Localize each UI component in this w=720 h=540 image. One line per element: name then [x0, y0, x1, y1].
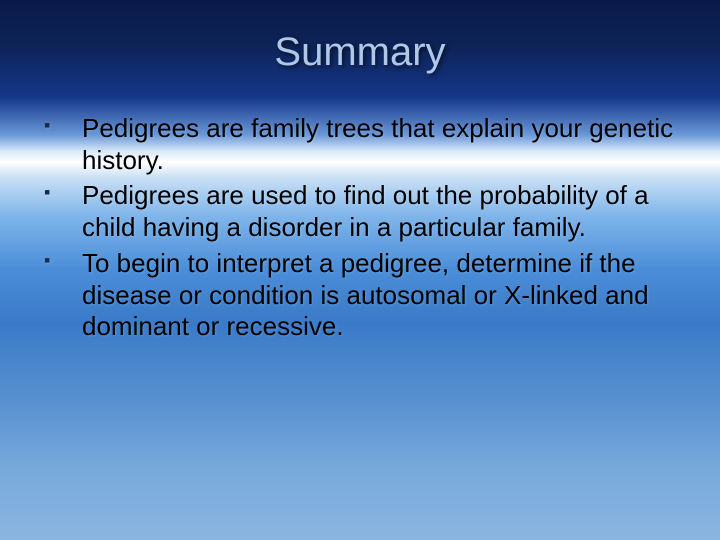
bullet-text: Pedigrees are used to find out the proba… — [82, 180, 649, 242]
slide-summary: Summary Pedigrees are family trees that … — [0, 0, 720, 540]
bullet-item: Pedigrees are used to find out the proba… — [40, 180, 680, 243]
slide-title: Summary — [40, 30, 680, 75]
bullet-text: To begin to interpret a pedigree, determ… — [82, 248, 649, 341]
bullet-list: Pedigrees are family trees that explain … — [40, 113, 680, 347]
bullet-item: To begin to interpret a pedigree, determ… — [40, 248, 680, 343]
bullet-text: Pedigrees are family trees that explain … — [82, 113, 673, 175]
bullet-item: Pedigrees are family trees that explain … — [40, 113, 680, 176]
